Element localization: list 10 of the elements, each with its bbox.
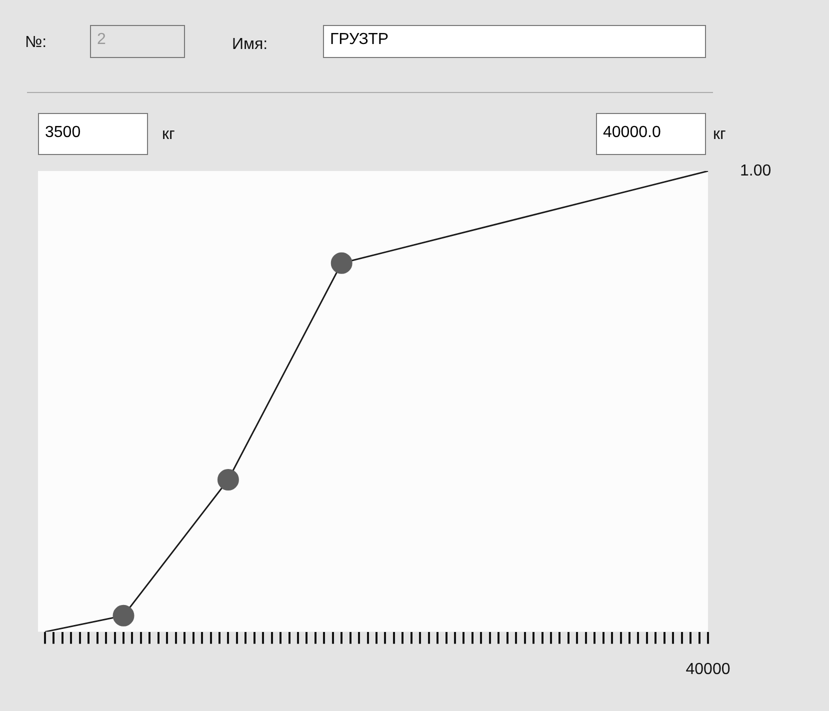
text: 40000.0 xyxy=(596,113,706,155)
text: ГРУЗТР xyxy=(323,25,706,58)
text: №: xyxy=(25,34,47,52)
text: 3500 xyxy=(38,113,148,155)
text: кг xyxy=(713,126,726,144)
text: 1.00 xyxy=(740,162,772,180)
text: Имя: xyxy=(232,36,268,54)
text: 40000 xyxy=(686,661,730,678)
text: кг xyxy=(162,126,175,144)
text: 2 xyxy=(90,25,185,58)
